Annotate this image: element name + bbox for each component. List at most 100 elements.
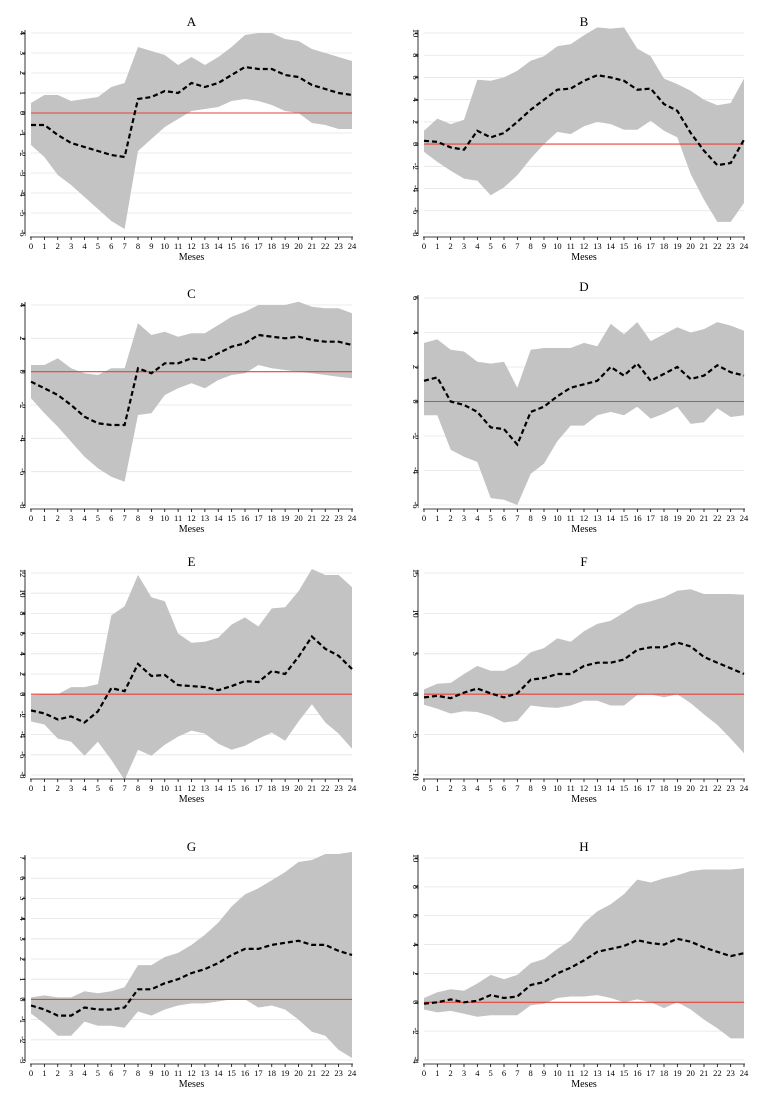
chart-e-x-tick-label: 4: [82, 783, 87, 793]
chart-h-y-tick-label: 10: [411, 854, 421, 863]
chart-h-x-tick-label: 3: [462, 1068, 466, 1078]
chart-g-x-tick-label: 12: [187, 1068, 196, 1078]
chart-a-y-tick-label: -3: [18, 169, 28, 176]
chart-f-x-tick-label: 19: [673, 783, 682, 793]
chart-f-x-tick-label: 4: [475, 783, 480, 793]
chart-f-x-axis-label: Meses: [571, 794, 597, 805]
chart-b-x-tick-label: 10: [553, 241, 562, 251]
chart-g-y-tick-label: -2: [18, 1036, 28, 1043]
chart-h-x-tick-label: 12: [580, 1068, 589, 1078]
chart-e-x-tick-label: 20: [294, 783, 303, 793]
chart-f-x-tick-label: 21: [700, 783, 709, 793]
chart-c-x-tick-label: 24: [348, 513, 357, 523]
chart-a-estimate-line: [31, 65, 353, 159]
chart-e-x-tick-label: 2: [56, 783, 60, 793]
chart-h-x-tick-label: 7: [515, 1068, 519, 1078]
chart-b-confidence-band: [424, 27, 744, 222]
chart-e-y-tick-label: 4: [18, 652, 28, 657]
chart-f-x-tick-label: 8: [529, 783, 533, 793]
chart-d-x-tick-label: 6: [502, 513, 506, 523]
chart-g-title: G: [187, 839, 196, 854]
chart-h-title: H: [579, 839, 588, 854]
chart-d-x-tick-label: 14: [606, 513, 615, 523]
chart-b-x-tick-label: 21: [700, 241, 709, 251]
chart-h-y-tick-label: 6: [411, 914, 421, 918]
chart-h-x-tick-label: 15: [620, 1068, 629, 1078]
chart-e-x-tick-label: 15: [227, 783, 236, 793]
chart-a-x-tick-label: 5: [96, 241, 100, 251]
chart-g-x-tick-label: 24: [348, 1068, 357, 1078]
chart-c-estimate-line: [30, 333, 353, 427]
chart-e-x-tick-label: 17: [254, 783, 263, 793]
chart-g-x-tick-label: 22: [321, 1068, 330, 1078]
chart-d-x-tick-label: 7: [515, 513, 519, 523]
chart-a-x-tick-label: 10: [161, 241, 170, 251]
chart-c-x-tick-label: 8: [136, 513, 140, 523]
chart-c-x-tick-label: 2: [56, 513, 60, 523]
chart-c-x-axis-label: Meses: [179, 524, 205, 535]
chart-g-x-tick-label: 3: [69, 1068, 73, 1078]
chart-h-x-tick-label: 11: [567, 1068, 575, 1078]
chart-d-x-tick-label: 8: [529, 513, 533, 523]
chart-f-x-tick-label: 0: [422, 783, 426, 793]
chart-c-panel: 420-2-4-6-80 1 2 3 4 5 6 7 8 9 10 11 12 13 14 15 16 17 18 1…: [18, 286, 357, 535]
chart-b-x-tick-label: 18: [660, 241, 669, 251]
chart-c-y-tick-label: 2: [18, 336, 28, 340]
chart-d-x-tick-label: 11: [567, 513, 575, 523]
chart-b-x-tick-label: 0: [422, 241, 426, 251]
chart-f-y-tick-label: 0: [411, 692, 421, 696]
chart-e-x-tick-label: 1: [42, 783, 46, 793]
chart-g-y-tick-label: 6: [18, 876, 28, 880]
chart-g-x-tick-label: 16: [241, 1068, 250, 1078]
chart-f-x-tick-label: 7: [515, 783, 519, 793]
chart-g-x-tick-label: 2: [56, 1068, 60, 1078]
chart-c-x-tick-label: 23: [334, 513, 343, 523]
chart-g-x-tick-label: 9: [149, 1068, 153, 1078]
chart-a-x-tick-label: 24: [348, 241, 357, 251]
chart-f-x-tick-label: 9: [542, 783, 546, 793]
chart-c-x-tick-label: 13: [201, 513, 210, 523]
chart-a-x-tick-label: 17: [254, 241, 263, 251]
chart-e-y-tick-label: -8: [18, 771, 28, 778]
chart-a-y-tick-label: 4: [18, 31, 28, 36]
chart-b-x-tick-label: 14: [606, 241, 615, 251]
chart-f-x-tick-label: 15: [620, 783, 629, 793]
chart-d-x-tick-label: 1: [435, 513, 439, 523]
chart-e-y-tick-label: 8: [18, 611, 28, 615]
chart-e-x-tick-label: 14: [214, 783, 223, 793]
chart-a-x-tick-label: 23: [334, 241, 343, 251]
chart-h-y-tick-label: 0: [411, 1000, 421, 1004]
chart-b-x-tick-label: 16: [633, 241, 642, 251]
chart-e-x-tick-label: 16: [241, 783, 250, 793]
chart-b-y-tick-label: -6: [411, 207, 421, 214]
chart-a-x-tick-label: 11: [174, 241, 182, 251]
chart-c-y-tick-label: -6: [18, 468, 28, 475]
chart-e-y-tick-label: 6: [18, 631, 28, 635]
chart-h-x-tick-label: 2: [449, 1068, 453, 1078]
chart-b-x-tick-label: 24: [740, 241, 749, 251]
chart-h-x-tick-label: 23: [726, 1068, 735, 1078]
chart-b-estimate-line: [423, 74, 745, 167]
chart-c-x-tick-label: 17: [254, 513, 263, 523]
chart-a-x-axis-label: Meses: [179, 252, 205, 263]
chart-d-x-tick-label: 5: [489, 513, 493, 523]
chart-g-x-tick-label: 14: [214, 1068, 223, 1078]
chart-a-x-tick-label: 1: [42, 241, 46, 251]
chart-d-x-tick-label: 0: [422, 513, 426, 523]
chart-c-x-tick-label: 18: [268, 513, 277, 523]
chart-d-y-tick-label: 0: [411, 399, 421, 403]
chart-d-confidence-band: [424, 322, 744, 505]
chart-a-y-tick-label: -6: [18, 229, 28, 236]
chart-c-x-tick-label: 19: [281, 513, 290, 523]
chart-d-x-tick-label: 24: [740, 513, 749, 523]
chart-e-estimate-line: [30, 634, 353, 724]
chart-c-title: C: [187, 286, 196, 301]
chart-h-x-tick-label: 16: [633, 1068, 642, 1078]
chart-g-x-tick-label: 18: [268, 1068, 277, 1078]
chart-f-estimate-line: [423, 641, 745, 700]
chart-h-x-tick-label: 4: [475, 1068, 480, 1078]
chart-e-x-tick-label: 23: [334, 783, 343, 793]
chart-b-x-tick-label: 12: [580, 241, 589, 251]
